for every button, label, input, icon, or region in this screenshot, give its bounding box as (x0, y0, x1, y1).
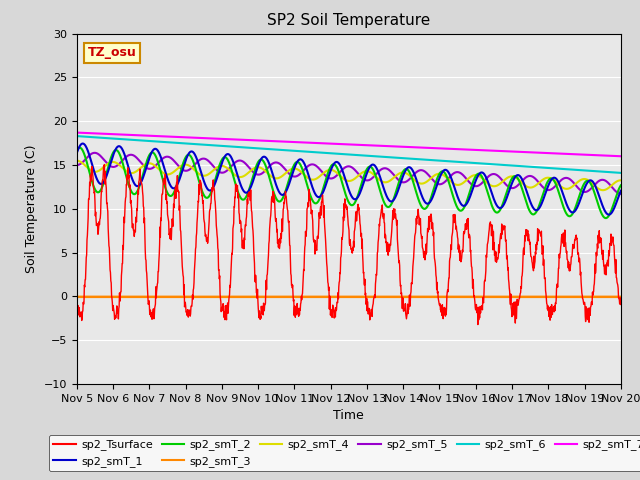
sp2_Tsurface (100, 162, 108, 168)
sp2_smT_3 (552, 294, 560, 300)
sp2_smT_5 (617, 191, 625, 197)
sp2_Tsurface (505, 280, 513, 286)
Line: sp2_smT_6: sp2_smT_6 (77, 136, 621, 173)
sp2_Tsurface (617, 301, 625, 307)
sp2_smT_4 (194, 170, 202, 176)
sp2_smT_3 (433, 294, 441, 300)
sp2_smT_4 (255, 164, 262, 170)
sp2_Tsurface (195, 198, 202, 204)
sp2_smT_2 (73, 147, 81, 153)
sp2_smT_7 (255, 138, 262, 144)
sp2_smT_1 (255, 160, 263, 166)
sp2_smT_1 (73, 150, 81, 156)
sp2_smT_1 (553, 176, 561, 182)
sp2_smT_6 (552, 166, 560, 171)
Line: sp2_smT_5: sp2_smT_5 (77, 153, 621, 194)
sp2_smT_6 (433, 157, 441, 163)
sp2_Tsurface (474, 322, 482, 327)
sp2_smT_4 (552, 180, 560, 185)
sp2_smT_6 (255, 145, 262, 151)
sp2_smT_1 (79, 141, 86, 146)
sp2_Tsurface (434, 290, 442, 296)
sp2_smT_3 (617, 294, 625, 300)
sp2_smT_2 (434, 175, 442, 181)
sp2_smT_1 (195, 160, 202, 166)
Text: TZ_osu: TZ_osu (88, 47, 136, 60)
sp2_smT_1 (505, 190, 513, 196)
Line: sp2_smT_2: sp2_smT_2 (77, 148, 621, 218)
sp2_smT_4 (73, 158, 81, 164)
sp2_smT_2 (602, 215, 609, 221)
X-axis label: Time: Time (333, 409, 364, 422)
sp2_smT_7 (433, 145, 441, 151)
sp2_Tsurface (553, 283, 561, 288)
sp2_smT_7 (180, 134, 188, 140)
sp2_smT_3 (73, 294, 81, 300)
sp2_smT_3 (504, 294, 512, 300)
sp2_smT_7 (504, 148, 512, 154)
sp2_smT_6 (73, 133, 81, 139)
sp2_smT_2 (255, 158, 263, 164)
sp2_smT_5 (181, 168, 189, 174)
Line: sp2_smT_7: sp2_smT_7 (77, 132, 621, 156)
sp2_Tsurface (181, 300, 189, 305)
sp2_smT_4 (433, 171, 441, 177)
sp2_smT_5 (73, 162, 81, 168)
sp2_smT_4 (504, 175, 512, 180)
sp2_Tsurface (255, 315, 263, 321)
sp2_smT_5 (505, 184, 513, 190)
sp2_smT_3 (180, 294, 188, 300)
sp2_smT_1 (617, 188, 625, 193)
sp2_smT_1 (181, 159, 189, 165)
sp2_smT_5 (553, 182, 561, 188)
sp2_smT_5 (91, 150, 99, 156)
sp2_smT_5 (255, 172, 263, 178)
sp2_smT_2 (505, 183, 513, 189)
sp2_smT_7 (552, 151, 560, 156)
sp2_Tsurface (73, 301, 81, 307)
sp2_smT_1 (434, 181, 442, 187)
sp2_smT_4 (599, 187, 607, 193)
sp2_smT_2 (195, 175, 202, 181)
sp2_smT_2 (617, 182, 625, 188)
sp2_smT_7 (73, 130, 81, 135)
sp2_smT_6 (194, 142, 202, 147)
sp2_smT_2 (181, 156, 189, 162)
Y-axis label: Soil Temperature (C): Soil Temperature (C) (25, 144, 38, 273)
sp2_smT_3 (255, 294, 262, 300)
Line: sp2_smT_4: sp2_smT_4 (77, 161, 621, 190)
sp2_smT_5 (434, 181, 442, 187)
sp2_smT_4 (180, 162, 188, 168)
sp2_smT_2 (553, 183, 561, 189)
sp2_smT_5 (195, 158, 202, 164)
sp2_smT_4 (617, 178, 625, 183)
sp2_smT_6 (504, 162, 512, 168)
sp2_smT_6 (617, 170, 625, 176)
sp2_smT_7 (617, 154, 625, 159)
Title: SP2 Soil Temperature: SP2 Soil Temperature (267, 13, 431, 28)
sp2_smT_3 (194, 294, 202, 300)
sp2_smT_1 (605, 212, 612, 217)
Line: sp2_smT_1: sp2_smT_1 (77, 144, 621, 215)
sp2_smT_7 (194, 135, 202, 141)
sp2_smT_2 (76, 145, 84, 151)
Legend: sp2_Tsurface, sp2_smT_1, sp2_smT_2, sp2_smT_3, sp2_smT_4, sp2_smT_5, sp2_smT_6, : sp2_Tsurface, sp2_smT_1, sp2_smT_2, sp2_… (49, 435, 640, 471)
sp2_smT_6 (180, 141, 188, 146)
Line: sp2_Tsurface: sp2_Tsurface (77, 165, 621, 324)
